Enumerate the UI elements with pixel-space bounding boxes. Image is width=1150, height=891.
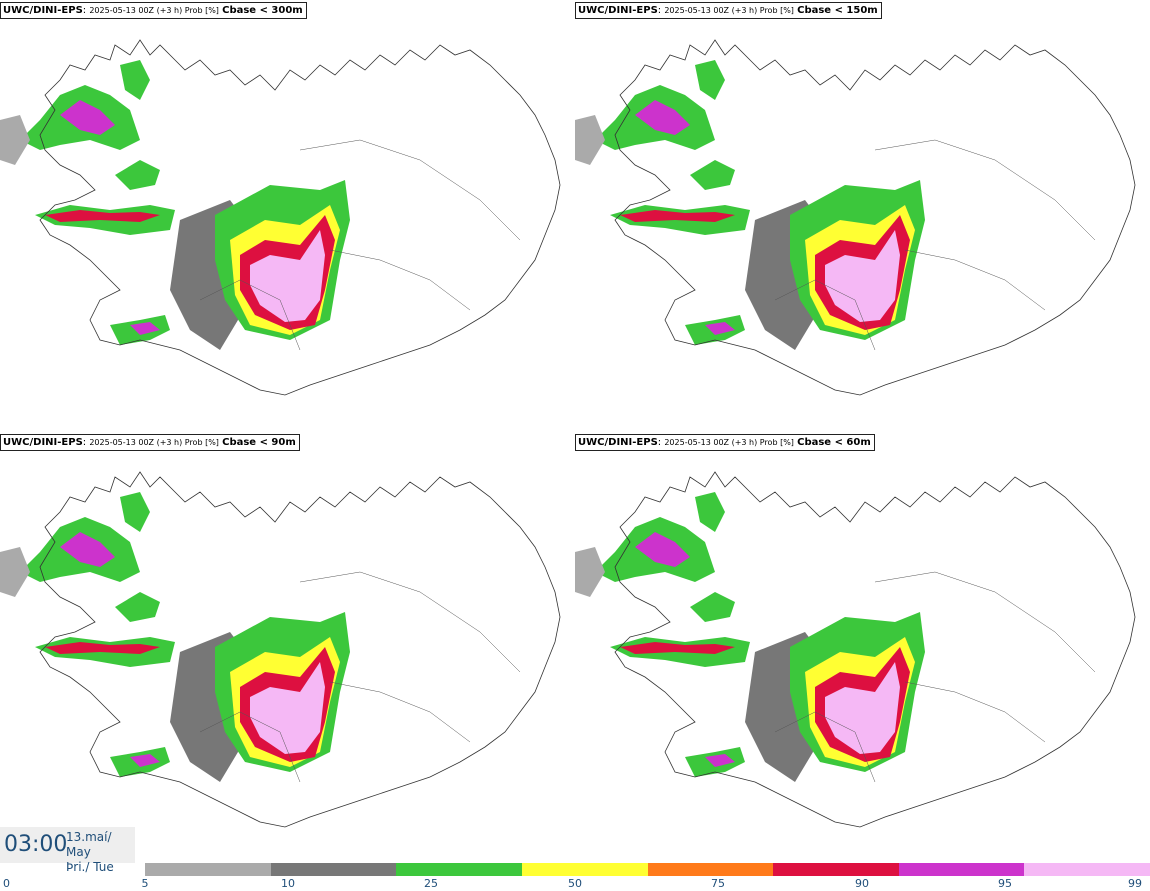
model-name: UWC/DINI-EPS xyxy=(578,5,658,16)
probability-region xyxy=(695,492,725,532)
valid-time-box: 03:00 13.maí/ May Þri./ Tue xyxy=(0,827,135,874)
map-iceland xyxy=(0,471,561,828)
run-info: 2025-05-13 00Z (+3 h) Prob [%] xyxy=(89,6,219,15)
boundary-line xyxy=(299,571,521,673)
panel-title: UWC/DINI-EPS: 2025-05-13 00Z (+3 h) Prob… xyxy=(575,434,875,451)
coastline xyxy=(39,39,561,396)
colorbar-tick-label: 50 xyxy=(568,877,582,890)
probability-region xyxy=(690,160,735,190)
boundary-line xyxy=(874,139,1096,241)
probability-region xyxy=(0,547,30,597)
probability-region xyxy=(115,592,160,622)
variable-label: Cbase < 150m xyxy=(797,5,878,16)
probability-region xyxy=(250,662,325,754)
probability-region xyxy=(60,100,115,135)
boundary-line xyxy=(774,711,876,783)
probability-region xyxy=(695,60,725,100)
run-info: 2025-05-13 00Z (+3 h) Prob [%] xyxy=(89,438,219,447)
probability-region xyxy=(575,547,605,597)
colorbar-segment xyxy=(521,863,648,876)
boundary-line xyxy=(329,249,471,311)
probability-region xyxy=(620,210,735,222)
date-line-2: Þri./ Tue xyxy=(66,860,114,874)
probability-region xyxy=(130,754,160,767)
colorbar-tick-label: 95 xyxy=(998,877,1012,890)
boundary-line xyxy=(904,249,1046,311)
colorbar-segment xyxy=(270,863,397,876)
boundary-line xyxy=(299,139,521,241)
model-name: UWC/DINI-EPS xyxy=(578,437,658,448)
probability-region xyxy=(705,754,735,767)
map-panel-cbase-300: UWC/DINI-EPS: 2025-05-13 00Z (+3 h) Prob… xyxy=(0,0,575,430)
variable-label: Cbase < 60m xyxy=(797,437,871,448)
colorbar-segment xyxy=(1024,863,1150,876)
run-info: 2025-05-13 00Z (+3 h) Prob [%] xyxy=(664,6,794,15)
valid-time: 03:00 xyxy=(4,832,68,857)
map-panel-cbase-150: UWC/DINI-EPS: 2025-05-13 00Z (+3 h) Prob… xyxy=(575,0,1150,430)
colorbar-segment xyxy=(145,863,271,876)
colorbar-tick-label: 10 xyxy=(281,877,295,890)
map-iceland xyxy=(575,39,1136,396)
variable-label: Cbase < 300m xyxy=(222,5,303,16)
colorbar-segment xyxy=(773,863,899,876)
probability-region xyxy=(705,322,735,335)
colorbar-tick-label: 99 xyxy=(1128,877,1142,890)
probability-region xyxy=(825,662,900,754)
panel-title: UWC/DINI-EPS: 2025-05-13 00Z (+3 h) Prob… xyxy=(0,2,307,19)
map-iceland xyxy=(575,471,1136,828)
probability-region xyxy=(45,210,160,222)
boundary-line xyxy=(774,279,876,351)
model-name: UWC/DINI-EPS xyxy=(3,437,83,448)
variable-label: Cbase < 90m xyxy=(222,437,296,448)
boundary-line xyxy=(874,571,1096,673)
probability-region xyxy=(60,532,115,567)
probability-colorbar xyxy=(145,863,1150,876)
probability-region xyxy=(120,492,150,532)
boundary-line xyxy=(329,681,471,743)
panel-title: UWC/DINI-EPS: 2025-05-13 00Z (+3 h) Prob… xyxy=(0,434,300,451)
probability-region xyxy=(120,60,150,100)
panel-title: UWC/DINI-EPS: 2025-05-13 00Z (+3 h) Prob… xyxy=(575,2,882,19)
boundary-line xyxy=(199,711,301,783)
model-name: UWC/DINI-EPS xyxy=(3,5,83,16)
probability-region xyxy=(620,642,735,654)
map-panel-cbase-60: UWC/DINI-EPS: 2025-05-13 00Z (+3 h) Prob… xyxy=(575,432,1150,862)
boundary-line xyxy=(904,681,1046,743)
probability-region xyxy=(250,230,325,322)
map-panel-cbase-90: UWC/DINI-EPS: 2025-05-13 00Z (+3 h) Prob… xyxy=(0,432,575,862)
colorbar-segment xyxy=(396,863,522,876)
colorbar-segment xyxy=(647,863,774,876)
colorbar-tick-label: 5 xyxy=(141,877,149,890)
colorbar-tick-label: 75 xyxy=(711,877,725,890)
coastline xyxy=(614,471,1136,828)
probability-region xyxy=(635,100,690,135)
probability-region xyxy=(115,160,160,190)
colorbar-tick-label: 0 xyxy=(3,877,10,890)
coastline xyxy=(39,471,561,828)
probability-region xyxy=(575,115,605,165)
map-iceland xyxy=(0,39,561,396)
probability-region xyxy=(825,230,900,322)
run-info: 2025-05-13 00Z (+3 h) Prob [%] xyxy=(664,438,794,447)
boundary-line xyxy=(199,279,301,351)
probability-region xyxy=(0,115,30,165)
probability-region xyxy=(690,592,735,622)
coastline xyxy=(614,39,1136,396)
probability-region xyxy=(635,532,690,567)
date-line-1: 13.maí/ May xyxy=(66,830,112,859)
probability-region xyxy=(45,642,160,654)
probability-region xyxy=(130,322,160,335)
colorbar-tick-label: 25 xyxy=(424,877,438,890)
valid-date: 13.maí/ May Þri./ Tue xyxy=(66,830,135,875)
colorbar-segment xyxy=(898,863,1025,876)
colorbar-tick-label: 90 xyxy=(855,877,869,890)
